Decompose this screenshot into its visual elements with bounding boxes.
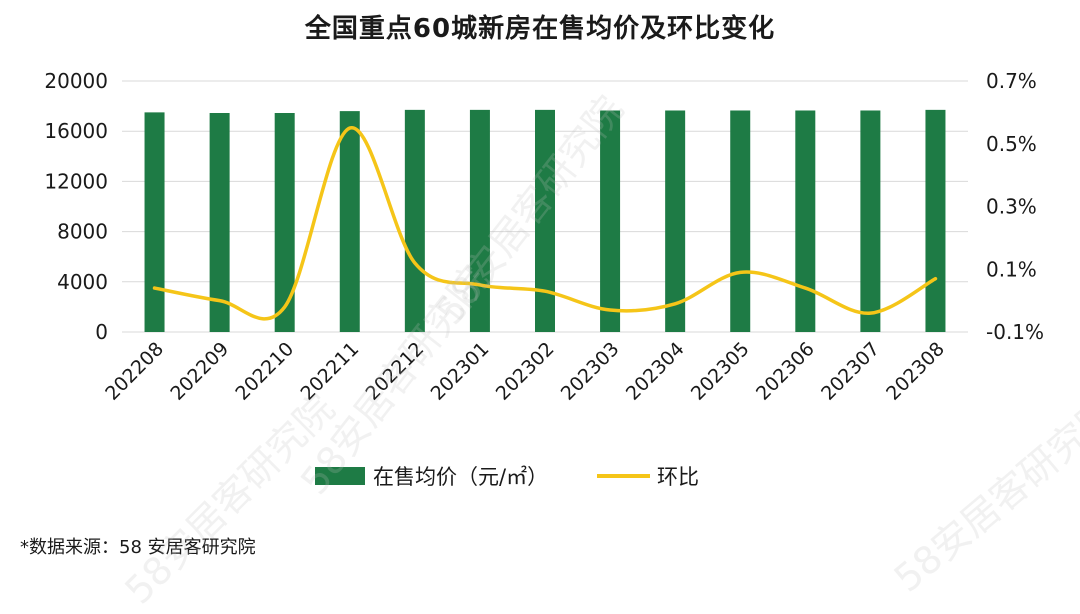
- left-axis-tick-label: 12000: [44, 169, 108, 193]
- line-point: [478, 283, 481, 286]
- bar: [339, 111, 360, 333]
- bar: [469, 109, 490, 333]
- right-axis-tick-label: 0.1%: [986, 257, 1037, 281]
- left-axis-tick-label: 16000: [44, 119, 108, 143]
- x-axis-tick-label: 202303: [557, 338, 624, 405]
- bar: [600, 110, 621, 333]
- line-point: [153, 287, 156, 290]
- line-point: [934, 277, 937, 280]
- legend-label-bar: 在售均价（元/㎡）: [373, 465, 548, 489]
- line-point: [609, 309, 612, 312]
- x-axis-tick-label: 202308: [882, 338, 949, 405]
- x-axis-tick-label: 202304: [622, 338, 689, 405]
- line-point: [869, 312, 872, 315]
- left-axis-tick-label: 8000: [57, 220, 108, 244]
- chart-plot: 0 4000 8000 12000 16000 20000 -0.1% 0.1% 0.3% 0.5…: [44, 69, 1044, 489]
- bar: [144, 112, 165, 332]
- line-point: [804, 287, 807, 290]
- x-axis-tick-label: 202212: [362, 338, 429, 405]
- x-axis-tick-label: 202305: [687, 338, 754, 405]
- bar: [274, 113, 295, 332]
- left-axis-tick-label: 4000: [57, 270, 108, 294]
- line-point: [674, 302, 677, 305]
- bar: [404, 109, 425, 333]
- left-axis-tick-label: 20000: [44, 69, 108, 93]
- line-point: [413, 261, 416, 264]
- x-axis-tick-label: 202211: [296, 338, 363, 405]
- legend-swatch-bar: [315, 467, 365, 485]
- source-note: *数据来源：58 安居客研究院: [20, 537, 256, 558]
- line-point: [544, 290, 547, 293]
- x-axis-tick-label: 202209: [166, 338, 233, 405]
- right-axis-tick-label: -0.1%: [986, 320, 1044, 344]
- bar: [209, 113, 230, 332]
- line-point: [218, 299, 221, 302]
- bar: [795, 110, 816, 333]
- line-point: [283, 305, 286, 308]
- left-axis-tick-label: 0: [95, 320, 108, 344]
- line-series-mom: [152, 126, 938, 321]
- x-axis-tick-label: 202307: [817, 338, 884, 405]
- right-axis-tick-label: 0.5%: [986, 132, 1037, 156]
- x-axis-tick-label: 202208: [101, 338, 168, 405]
- legend-label-line: 环比: [657, 465, 699, 489]
- right-axis-tick-label: 0.3%: [986, 195, 1037, 219]
- line-point: [739, 271, 742, 274]
- bar: [535, 109, 555, 333]
- x-axis-tick-label: 202301: [427, 338, 494, 405]
- x-axis-tick-label: 202306: [752, 338, 819, 405]
- x-axis-tick-label: 202210: [231, 338, 298, 405]
- chart-title: 全国重点60城新房在售均价及环比变化: [304, 14, 776, 44]
- right-axis-tick-label: 0.7%: [986, 69, 1037, 93]
- bar: [665, 110, 686, 333]
- line-point: [348, 127, 351, 130]
- bar: [860, 110, 881, 333]
- x-axis-tick-label: 202302: [492, 338, 559, 405]
- bar: [730, 110, 751, 333]
- bar: [925, 109, 946, 333]
